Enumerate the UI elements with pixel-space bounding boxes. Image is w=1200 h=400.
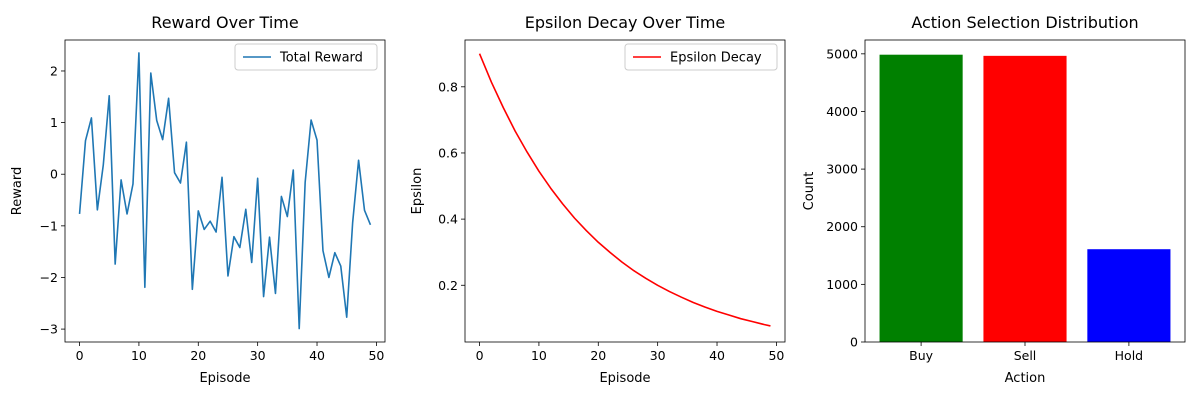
series-line-0-0 (78, 52, 372, 330)
y-tick-label: 4000 (826, 104, 858, 119)
x-tick-label: 10 (131, 348, 147, 363)
y-tick-label: 1 (50, 115, 58, 130)
y-tick-label: −1 (40, 218, 58, 233)
y-tick-label: 0 (850, 335, 858, 350)
x-tick-label: Buy (909, 348, 933, 363)
x-tick-label: 20 (190, 348, 206, 363)
x-tick-label: 0 (76, 348, 84, 363)
y-tick-label: 2 (50, 63, 58, 78)
bar-hold (1087, 249, 1171, 342)
x-tick-label: 30 (250, 348, 266, 363)
y-tick-label: 0.2 (438, 278, 458, 293)
y-axis-label: Reward (10, 167, 25, 215)
legend-box (234, 43, 378, 71)
epsilon-chart: 0 10 20 30 40 50 0.2 0.4 0.6 0.8 Epsilon Decay Ove… (410, 13, 786, 386)
x-tick-label: 10 (531, 348, 547, 363)
y-axis-label: Count (802, 172, 817, 211)
x-axis-label: Episode (199, 371, 250, 386)
y-tick-label: 0.6 (438, 145, 458, 160)
legend-label: Total Reward (279, 51, 363, 66)
y-tick-label: −2 (40, 270, 58, 285)
chart-title: Epsilon Decay Over Time (525, 13, 726, 32)
x-tick-label: 0 (476, 348, 484, 363)
x-tick-label: 40 (309, 348, 325, 363)
x-tick-label: 50 (768, 348, 784, 363)
x-tick-label: 50 (368, 348, 384, 363)
x-tick-label: 20 (590, 348, 606, 363)
bar-sell (983, 55, 1067, 342)
legend-label: Epsilon Decay (670, 51, 762, 66)
x-tick-label: 30 (650, 348, 666, 363)
legend-box (624, 43, 778, 71)
y-tick-label: 2000 (826, 219, 858, 234)
y-tick-label: 0 (50, 167, 58, 182)
axes-frame-2 (864, 39, 1186, 343)
y-tick-label: 0.8 (438, 79, 458, 94)
x-tick-label: Sell (1014, 348, 1037, 363)
y-axis-label: Epsilon (410, 168, 425, 215)
x-tick-label: Hold (1115, 348, 1143, 363)
x-axis-label: Action (1005, 371, 1046, 386)
reward-chart: 0 10 20 30 40 50 −3 −2 −1 0 1 2 Reward Over Time Epis… (10, 13, 386, 386)
y-tick-label: 5000 (826, 46, 858, 61)
y-tick-label: 3000 (826, 162, 858, 177)
y-tick-label: 1000 (826, 277, 858, 292)
chart-title: Action Selection Distribution (911, 13, 1138, 32)
x-tick-label: 40 (709, 348, 725, 363)
y-tick-label: −3 (40, 322, 58, 337)
axes-frame-1 (464, 39, 786, 343)
bar-buy (879, 54, 963, 342)
series-line-1-0 (478, 53, 771, 327)
chart-title: Reward Over Time (151, 13, 298, 32)
axes-frame-0 (64, 39, 386, 343)
action-chart: Buy Sell Hold 0 1000 2000 3000 4000 5000 Action S… (802, 13, 1186, 386)
y-tick-label: 0.4 (438, 212, 458, 227)
x-axis-label: Episode (599, 371, 650, 386)
